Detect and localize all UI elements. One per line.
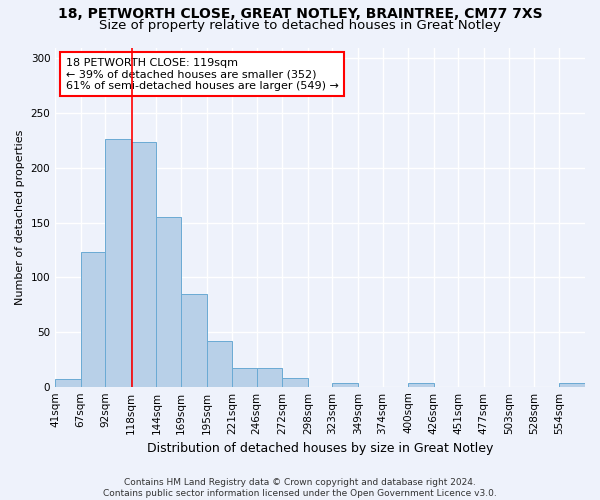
Bar xyxy=(332,384,358,386)
Bar xyxy=(105,140,131,386)
Text: Size of property relative to detached houses in Great Notley: Size of property relative to detached ho… xyxy=(99,19,501,32)
X-axis label: Distribution of detached houses by size in Great Notley: Distribution of detached houses by size … xyxy=(147,442,493,455)
Bar xyxy=(559,384,585,386)
Text: 18 PETWORTH CLOSE: 119sqm
← 39% of detached houses are smaller (352)
61% of semi: 18 PETWORTH CLOSE: 119sqm ← 39% of detac… xyxy=(66,58,338,91)
Text: 18, PETWORTH CLOSE, GREAT NOTLEY, BRAINTREE, CM77 7XS: 18, PETWORTH CLOSE, GREAT NOTLEY, BRAINT… xyxy=(58,8,542,22)
Bar xyxy=(257,368,282,386)
Text: Contains HM Land Registry data © Crown copyright and database right 2024.
Contai: Contains HM Land Registry data © Crown c… xyxy=(103,478,497,498)
Bar xyxy=(81,252,105,386)
Bar xyxy=(282,378,308,386)
Bar xyxy=(157,217,181,386)
Bar xyxy=(206,340,232,386)
Bar xyxy=(232,368,257,386)
Bar xyxy=(408,384,434,386)
Y-axis label: Number of detached properties: Number of detached properties xyxy=(15,130,25,305)
Bar xyxy=(181,294,206,386)
Bar xyxy=(55,379,81,386)
Bar xyxy=(131,142,157,386)
